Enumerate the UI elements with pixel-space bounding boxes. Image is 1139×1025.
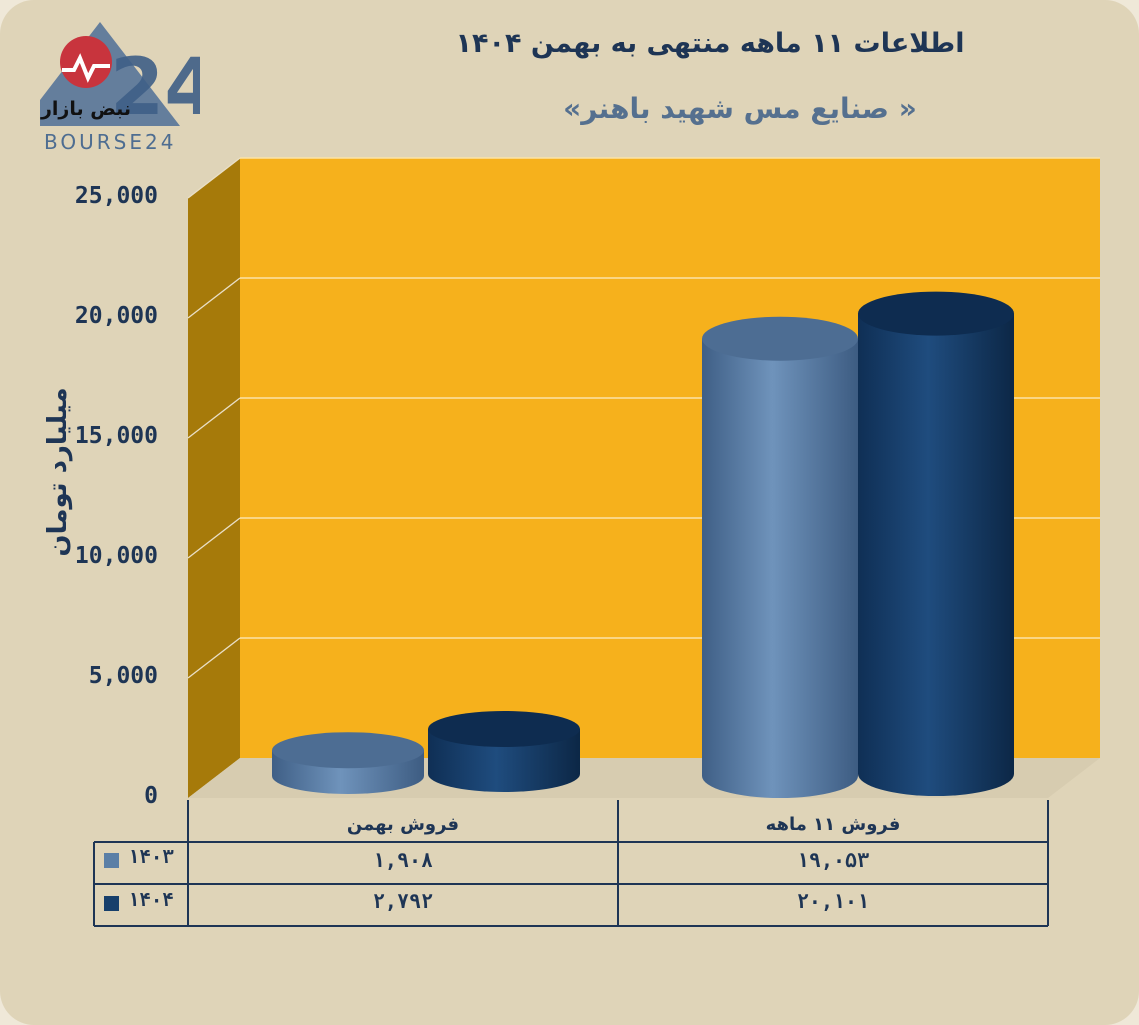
chart-subtitle: « صنایع مس شهید باهنر»: [563, 92, 917, 125]
gridline-side: [187, 157, 241, 199]
gridline-side: [187, 277, 241, 319]
y-tick-label: 25,000: [74, 183, 158, 209]
bar-top-0-0: [272, 732, 424, 769]
bar-top-0-1: [428, 710, 580, 747]
chart-title: اطلاعات ۱۱ ماهه منتهی به بهمن ۱۴۰۴: [455, 28, 965, 59]
y-axis-title: میلیارد تومان: [43, 387, 73, 557]
y-tick-label: 10,000: [74, 543, 158, 569]
gridline-side: [187, 397, 241, 439]
bar-1-1: [858, 313, 1014, 796]
logo-mark: 24: [110, 43, 200, 133]
logo-text-en: BOURSE24: [44, 130, 177, 154]
category-label-month: فروش بهمن: [346, 814, 460, 835]
y-tick-label: 15,000: [74, 423, 158, 449]
plot-side-wall: [188, 158, 240, 798]
y-tick-label: 0: [144, 783, 158, 809]
legend-key-1403: [104, 853, 119, 868]
bar-1-0: [702, 338, 858, 798]
gridline-side: [187, 637, 241, 679]
gridline-side: [187, 517, 241, 559]
y-tick-label: 5,000: [88, 663, 158, 689]
table-cell-1403-month: ۱,۹۰۸: [372, 848, 434, 872]
legend-label-1404: ۱۴۰۴: [128, 889, 174, 911]
table-cell-1404-11-month: ۲۰,۱۰۱: [796, 889, 870, 913]
logo-text-fa: نبض بازار: [40, 98, 132, 120]
bar-top-1-0: [702, 316, 858, 361]
bourse24-logo: 24: [40, 22, 200, 133]
bar-top-1-1: [858, 291, 1014, 336]
y-tick-label: 20,000: [74, 303, 158, 329]
table-cell-1403-11-month: ۱۹,۰۵۳: [796, 848, 870, 872]
category-label-11-month: فروش ۱۱ ماهه: [765, 814, 901, 835]
legend-key-1404: [104, 896, 119, 911]
legend-label-1403: ۱۴۰۳: [128, 846, 174, 868]
table-cell-1404-month: ۲,۷۹۲: [372, 889, 434, 913]
bar-0-1: [428, 728, 580, 792]
